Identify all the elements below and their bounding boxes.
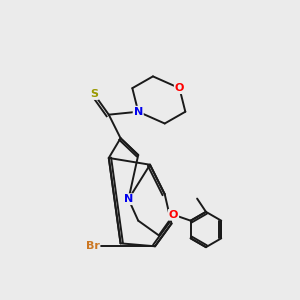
Text: O: O: [175, 83, 184, 93]
Text: O: O: [169, 210, 178, 220]
Text: Br: Br: [85, 241, 100, 251]
Text: N: N: [134, 107, 143, 117]
Text: N: N: [124, 194, 133, 204]
Text: S: S: [90, 89, 98, 99]
